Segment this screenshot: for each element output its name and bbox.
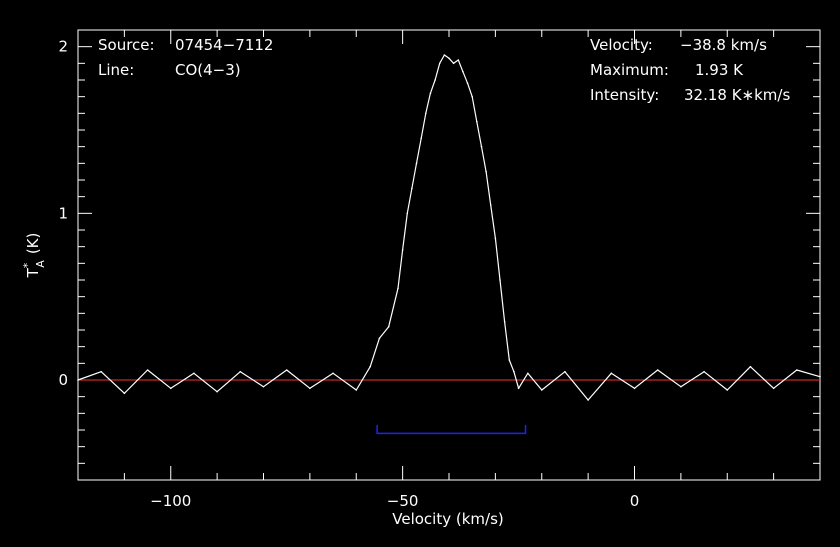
spectrum-point <box>656 369 659 371</box>
axis-ticks <box>77 29 821 481</box>
spectrum-point <box>397 287 399 290</box>
spectrum-point <box>476 120 478 123</box>
spectrum-point <box>146 369 149 371</box>
spectrum-point <box>540 389 543 391</box>
spectrum-point <box>369 365 371 368</box>
spectrum-point <box>355 389 358 391</box>
spectrum-point <box>401 249 404 251</box>
spectrum-point <box>193 372 195 375</box>
spectrum-point <box>503 320 506 323</box>
spectrum-point <box>527 372 529 375</box>
spectrum-point <box>123 392 126 395</box>
spectrum-point <box>434 79 436 81</box>
spectrum-point <box>425 112 427 115</box>
spectrum-point <box>452 62 455 65</box>
spectrum-point <box>485 170 487 173</box>
spectrum-point <box>415 162 418 165</box>
spectrum-point <box>169 387 172 390</box>
y-label-sub: A <box>34 260 47 268</box>
spectrum-point <box>420 137 422 140</box>
spectrum-point <box>494 237 497 240</box>
spectrum-point <box>749 365 752 368</box>
spectrum-point <box>480 145 483 148</box>
spectrum-point <box>564 370 566 373</box>
spectrum-point <box>216 390 218 393</box>
spectrum-point <box>406 212 409 215</box>
spectrum-point <box>378 337 381 340</box>
integration-window <box>376 425 527 435</box>
spectrum-point <box>466 82 469 85</box>
spectrum-point <box>438 62 441 65</box>
spectrum-point <box>819 375 821 378</box>
y-tick-label: 0 <box>58 371 68 389</box>
spectrum-point <box>239 370 242 373</box>
y-tick-label: 1 <box>58 204 68 222</box>
spectrum-point <box>796 369 798 371</box>
spectrum-point <box>429 92 432 95</box>
y-tick-label: 2 <box>58 38 68 56</box>
spectrum-point <box>448 57 450 60</box>
spectrum-point <box>772 387 775 390</box>
maximum-value: 1.93 K <box>695 61 744 79</box>
spectrum-point <box>513 370 515 373</box>
source-value: 07454−7112 <box>175 36 273 54</box>
spectrum-point <box>610 372 613 375</box>
spectrum-point <box>633 387 636 390</box>
intensity-value: 32.18 K∗km/s <box>684 86 790 104</box>
line-value: CO(4−3) <box>175 61 241 79</box>
spectrum-point <box>332 372 334 375</box>
maximum-key: Maximum: <box>590 61 669 79</box>
x-tick-label: −50 <box>387 492 419 510</box>
source-key: Source: <box>98 36 155 54</box>
spectrum-point <box>387 325 390 328</box>
spectrum-point <box>462 70 464 73</box>
axis-tick-labels: −100 −50 0 0 1 2 <box>58 38 639 510</box>
spectrum-point <box>262 385 265 388</box>
spectrum-point <box>100 370 102 373</box>
spectrum-point <box>703 370 705 373</box>
x-axis-label: Velocity (km/s) <box>392 510 503 528</box>
spectrum-point <box>77 379 79 381</box>
spectrum-point <box>457 59 460 61</box>
spectrum-point <box>411 187 413 190</box>
velocity-key: Velocity: <box>590 36 653 54</box>
y-label-unit: (K) <box>24 233 42 255</box>
spectrum-point <box>489 204 492 206</box>
spectrum-point <box>285 369 288 371</box>
x-tick-label: −100 <box>150 492 191 510</box>
y-label-sup: * <box>21 262 34 268</box>
y-axis-label: T*A (K) <box>21 233 47 279</box>
spectrum-point <box>471 95 473 98</box>
line-key: Line: <box>98 61 134 79</box>
spectrum-point <box>517 387 520 390</box>
spectrum-point <box>309 387 311 390</box>
spectrum-point <box>443 54 446 56</box>
svg-text:T*A(K): T*A (K) <box>21 233 47 279</box>
spectrum-point <box>499 279 501 281</box>
velocity-value: −38.8 km/s <box>680 36 767 54</box>
spectrum-point <box>680 385 682 388</box>
spectrum-point <box>508 359 511 361</box>
data-layer <box>77 54 821 435</box>
spectrum-point <box>726 389 729 391</box>
x-tick-label: 0 <box>630 492 640 510</box>
y-label-main: T <box>24 267 42 278</box>
intensity-key: Intensity: <box>590 86 659 104</box>
spectrum-point <box>587 399 589 401</box>
